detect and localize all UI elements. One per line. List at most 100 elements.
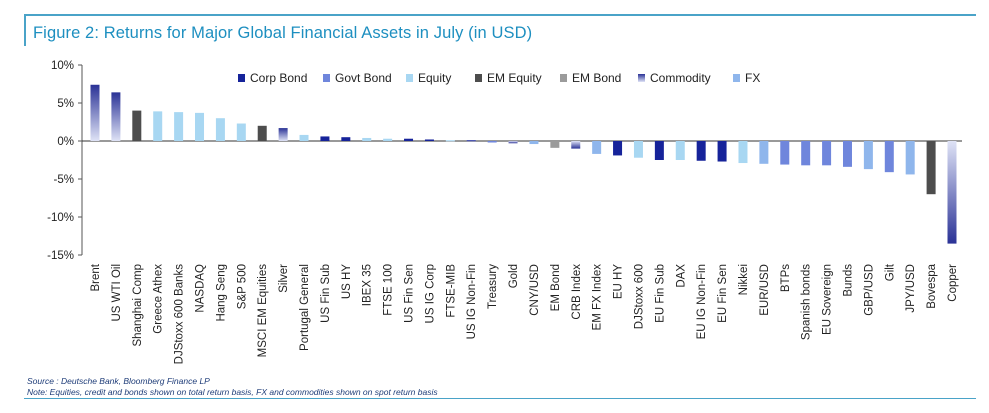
legend-swatch bbox=[238, 74, 245, 82]
bar bbox=[362, 137, 372, 141]
bar bbox=[842, 141, 852, 167]
x-tick-label: Gold bbox=[508, 264, 520, 288]
frame-left-rule bbox=[24, 14, 26, 46]
x-tick-label: Treasury bbox=[487, 264, 499, 309]
y-tick-label: -5% bbox=[54, 174, 74, 186]
x-tick-label: Spanish bonds bbox=[801, 264, 813, 340]
legend-swatch bbox=[406, 74, 413, 82]
legend-label: FX bbox=[745, 71, 760, 85]
bar bbox=[947, 141, 957, 244]
bar bbox=[445, 140, 455, 142]
legend-label: Commodity bbox=[650, 71, 711, 85]
x-tick-label: EU HY bbox=[613, 264, 625, 299]
legend-swatch bbox=[560, 74, 567, 82]
source-notes: Source : Deutsche Bank, Bloomberg Financ… bbox=[27, 376, 438, 398]
x-tick-label: MSCI EM Equities bbox=[257, 264, 269, 358]
bar bbox=[592, 141, 602, 154]
bar bbox=[696, 141, 706, 161]
x-tick-label: NASDAQ bbox=[195, 264, 207, 313]
x-tick-label: Nikkei bbox=[738, 264, 750, 295]
bar bbox=[926, 141, 936, 195]
bar bbox=[111, 92, 121, 141]
bar bbox=[717, 141, 727, 162]
y-tick-label: 10% bbox=[51, 60, 74, 72]
legend-label: Govt Bond bbox=[335, 71, 392, 85]
frame-top-rule bbox=[24, 14, 976, 16]
x-tick-label: Gilt bbox=[884, 263, 896, 281]
x-tick-label: CNY/USD bbox=[529, 264, 541, 316]
bar bbox=[195, 112, 205, 141]
legend-swatch bbox=[638, 74, 645, 82]
x-tick-label: DJStoxx 600 Banks bbox=[174, 264, 186, 365]
x-tick-label: Shanghai Comp bbox=[132, 264, 144, 346]
bar bbox=[508, 141, 518, 144]
bar bbox=[153, 111, 163, 141]
y-tick-label: 0% bbox=[57, 136, 74, 148]
bar bbox=[424, 139, 434, 141]
chart-title: Figure 2: Returns for Major Global Finan… bbox=[33, 24, 533, 42]
bar bbox=[466, 140, 476, 142]
bar bbox=[905, 141, 915, 175]
source-line: Source : Deutsche Bank, Bloomberg Financ… bbox=[27, 376, 210, 386]
x-tick-label: Hang Seng bbox=[215, 264, 227, 322]
note-line: Note: Equities, credit and bonds shown o… bbox=[27, 387, 438, 397]
x-tick-label: US WTI Oil bbox=[111, 264, 123, 322]
x-tick-label: Bunds bbox=[842, 264, 854, 297]
bar bbox=[571, 141, 581, 149]
bar bbox=[383, 138, 393, 141]
x-tick-label: EU Fin Sub bbox=[654, 264, 666, 323]
x-tick-label: IBEX 35 bbox=[362, 264, 374, 306]
bar bbox=[341, 137, 351, 141]
bar bbox=[404, 138, 414, 141]
x-tick-label: EUR/USD bbox=[759, 264, 771, 316]
x-tick-label: US HY bbox=[341, 264, 353, 299]
x-tick-label: CRB Index bbox=[571, 264, 583, 320]
x-tick-label: US IG Non-Fin bbox=[466, 264, 478, 339]
x-tick-label: Portugal General bbox=[299, 264, 311, 351]
bar bbox=[780, 141, 790, 165]
x-tick-label: EU Sovereign bbox=[822, 264, 834, 335]
legend-label: Equity bbox=[418, 71, 451, 85]
x-tick-label: US Fin Sen bbox=[404, 264, 416, 323]
x-tick-label: FTSE 100 bbox=[383, 264, 395, 316]
bar bbox=[801, 141, 811, 166]
x-tick-label: JPY/USD bbox=[905, 264, 917, 313]
legend-label: Corp Bond bbox=[250, 71, 307, 85]
bar bbox=[257, 125, 267, 141]
bar bbox=[278, 128, 288, 141]
y-tick-label: -15% bbox=[47, 250, 74, 262]
bar bbox=[613, 141, 623, 156]
x-tick-label: FTSE-MIB bbox=[445, 264, 457, 318]
x-tick-label: GBP/USD bbox=[863, 264, 875, 316]
y-tick-label: -10% bbox=[47, 212, 74, 224]
bar bbox=[299, 134, 309, 141]
x-tick-label: EU IG Non-Fin bbox=[696, 264, 708, 339]
bar bbox=[863, 141, 873, 170]
x-tick-label: US IG Corp bbox=[424, 264, 436, 323]
x-tick-label: EU Fin Sen bbox=[717, 264, 729, 323]
legend-swatch bbox=[323, 74, 330, 82]
bar bbox=[487, 141, 497, 143]
x-tick-label: Copper bbox=[947, 264, 959, 302]
legend-swatch bbox=[475, 74, 482, 82]
legend-swatch bbox=[733, 74, 740, 82]
bar bbox=[320, 136, 330, 141]
bar bbox=[550, 141, 560, 148]
frame-bottom-rule bbox=[24, 398, 976, 399]
legend-label: EM Bond bbox=[572, 71, 621, 85]
bar bbox=[215, 118, 225, 141]
bar bbox=[236, 123, 246, 141]
bar bbox=[174, 112, 184, 141]
x-tick-label: EM FX Index bbox=[592, 264, 604, 331]
x-tick-label: Bovespa bbox=[926, 263, 938, 308]
x-tick-label: S&P 500 bbox=[236, 264, 248, 309]
x-tick-label: US Fin Sub bbox=[320, 264, 332, 323]
x-tick-label: BTPs bbox=[780, 264, 792, 292]
bar bbox=[675, 141, 685, 160]
bar bbox=[654, 141, 664, 160]
x-tick-label: DAX bbox=[675, 264, 687, 288]
bar bbox=[529, 141, 539, 145]
bar bbox=[759, 141, 769, 164]
y-tick-label: 5% bbox=[57, 98, 74, 110]
